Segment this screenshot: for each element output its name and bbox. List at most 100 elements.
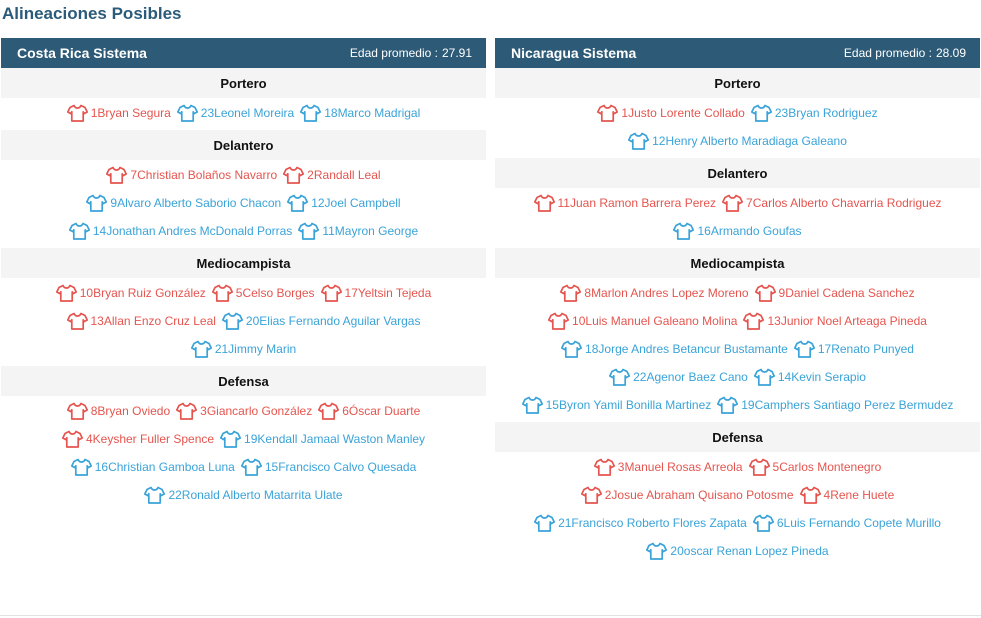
player-link[interactable]: 23 Leonel Moreira	[176, 104, 294, 122]
player-link[interactable]: 8 Bryan Oviedo	[66, 402, 171, 420]
player-link[interactable]: 21 Jimmy Marin	[190, 340, 297, 358]
player-name: Christian Gamboa Luna	[108, 460, 235, 474]
shirt-icon	[593, 458, 615, 476]
player-name: Bryan Oviedo	[97, 404, 171, 418]
player-link[interactable]: 9 Alvaro Alberto Saborio Chacon	[86, 194, 281, 212]
player-link[interactable]: 14 Kevin Serapio	[753, 368, 866, 386]
player-name: Carlos Alberto Chavarria Rodriguez	[752, 196, 942, 210]
shirt-icon	[66, 312, 88, 330]
player-link[interactable]: 21 Francisco Roberto Flores Zapata	[534, 514, 747, 532]
player-row: 1 Justo Lorente Collado 23 Bryan Rodrigue…	[499, 99, 976, 127]
player-link[interactable]: 13 Allan Enzo Cruz Leal	[66, 312, 216, 330]
player-row: 14 Jonathan Andres McDonald Porras 11 May…	[5, 217, 482, 245]
player-link[interactable]: 8 Marlon Andres Lopez Moreno	[560, 284, 749, 302]
player-link[interactable]: 6 Luis Fernando Copete Murillo	[752, 514, 941, 532]
player-number: 10	[572, 314, 586, 328]
player-link[interactable]: 7 Carlos Alberto Chavarria Rodriguez	[722, 194, 942, 212]
player-number: 4	[823, 488, 831, 502]
player-link[interactable]: 3 Giancarlo González	[176, 402, 312, 420]
player-link[interactable]: 17 Yeltsin Tejeda	[320, 284, 431, 302]
player-name: Jimmy Marin	[228, 342, 297, 356]
player-link[interactable]: 10 Luis Manuel Galeano Molina	[548, 312, 737, 330]
shirt-icon	[68, 222, 90, 240]
player-link[interactable]: 1 Bryan Segura	[66, 104, 171, 122]
shirt-icon	[673, 222, 695, 240]
player-number: 11	[322, 224, 335, 238]
player-link[interactable]: 11 Mayron George	[298, 222, 418, 240]
player-link[interactable]: 15 Byron Yamil Bonilla Martinez	[521, 396, 711, 414]
shirt-icon	[144, 486, 166, 504]
player-row: 1 Bryan Segura 23 Leonel Moreira 18 Marco …	[5, 99, 482, 127]
player-link[interactable]: 12 Joel Campbell	[287, 194, 401, 212]
player-number: 22	[168, 488, 182, 502]
player-link[interactable]: 9 Daniel Cadena Sanchez	[754, 284, 915, 302]
team-header: Costa Rica Sistema Edad promedio :27.91	[1, 38, 486, 68]
player-link[interactable]: 11 Juan Ramon Barrera Perez	[533, 194, 716, 212]
player-link[interactable]: 4 Rene Huete	[799, 486, 894, 504]
player-row: 12 Henry Alberto Maradiaga Galeano	[499, 127, 976, 155]
players-block: 1 Justo Lorente Collado 23 Bryan Rodrigue…	[495, 98, 980, 158]
player-link[interactable]: 22 Agenor Baez Cano	[609, 368, 748, 386]
players-block: 1 Bryan Segura 23 Leonel Moreira 18 Marco …	[1, 98, 486, 130]
player-link[interactable]: 2 Randall Leal	[283, 166, 381, 184]
player-name: Bryan Rodriguez	[788, 106, 878, 120]
player-link[interactable]: 18 Marco Madrigal	[300, 104, 420, 122]
player-link[interactable]: 19 Kendall Jamaal Waston Manley	[220, 430, 425, 448]
player-link[interactable]: 20 Elias Fernando Aguilar Vargas	[221, 312, 420, 330]
player-link[interactable]: 1 Justo Lorente Collado	[597, 104, 745, 122]
team-header: Nicaragua Sistema Edad promedio :28.09	[495, 38, 980, 68]
shirt-icon	[521, 396, 543, 414]
player-link[interactable]: 5 Celso Borges	[211, 284, 315, 302]
player-row: 16 Armando Goufas	[499, 217, 976, 245]
player-link[interactable]: 5 Carlos Montenegro	[748, 458, 881, 476]
shirt-icon	[106, 166, 128, 184]
player-number: 16	[697, 224, 711, 238]
player-name: Marco Madrigal	[337, 106, 421, 120]
shirt-icon	[752, 514, 774, 532]
player-link[interactable]: 13 Junior Noel Arteaga Pineda	[743, 312, 927, 330]
player-link[interactable]: 16 Armando Goufas	[673, 222, 802, 240]
player-link[interactable]: 16 Christian Gamboa Luna	[70, 458, 235, 476]
player-number: 5	[235, 286, 243, 300]
player-number: 1	[621, 106, 629, 120]
average-age: Edad promedio :28.09	[844, 46, 966, 60]
player-row: 8 Bryan Oviedo 3 Giancarlo González 6 Ósca…	[5, 397, 482, 425]
player-number: 12	[652, 134, 666, 148]
player-number: 19	[244, 432, 258, 446]
player-name: Justo Lorente Collado	[628, 106, 745, 120]
player-link[interactable]: 19 Camphers Santiago Perez Bermudez	[717, 396, 953, 414]
player-name: Allan Enzo Cruz Leal	[103, 314, 216, 328]
player-link[interactable]: 20 oscar Renan Lopez Pineda	[646, 542, 829, 560]
players-block: 11 Juan Ramon Barrera Perez 7 Carlos Albe…	[495, 188, 980, 248]
player-link[interactable]: 3 Manuel Rosas Arreola	[593, 458, 743, 476]
player-number: 1	[90, 106, 98, 120]
shirt-icon	[66, 104, 88, 122]
player-link[interactable]: 2 Josue Abraham Quisano Potosme	[580, 486, 794, 504]
player-link[interactable]: 18 Jorge Andres Betancur Bustamante	[561, 340, 788, 358]
average-age-value: 27.91	[441, 46, 472, 60]
player-name: Mayron George	[334, 224, 419, 238]
shirt-icon	[534, 514, 556, 532]
shirt-icon	[320, 284, 342, 302]
player-number: 3	[200, 404, 207, 418]
player-number: 17	[817, 342, 832, 356]
player-link[interactable]: 23 Bryan Rodriguez	[750, 104, 878, 122]
player-name: Junior Noel Arteaga Pineda	[780, 314, 927, 328]
player-link[interactable]: 17 Renato Punyed	[793, 340, 914, 358]
shirt-icon	[220, 430, 242, 448]
player-name: Kevin Serapio	[791, 370, 866, 384]
player-link[interactable]: 15 Francisco Calvo Quesada	[240, 458, 416, 476]
shirt-icon	[61, 430, 83, 448]
player-number: 6	[776, 516, 784, 530]
player-row: 15 Byron Yamil Bonilla Martinez 19 Camphe…	[499, 391, 976, 419]
players-block: 7 Christian Bolaños Navarro 2 Randall Lea…	[1, 160, 486, 248]
player-link[interactable]: 14 Jonathan Andres McDonald Porras	[68, 222, 292, 240]
player-link[interactable]: 12 Henry Alberto Maradiaga Galeano	[628, 132, 847, 150]
player-link[interactable]: 6 Óscar Duarte	[318, 402, 420, 420]
player-number: 13	[90, 314, 104, 328]
shirt-icon	[609, 368, 631, 386]
player-link[interactable]: 4 Keysher Fuller Spence	[61, 430, 214, 448]
player-link[interactable]: 7 Christian Bolaños Navarro	[106, 166, 277, 184]
player-link[interactable]: 10 Bryan Ruiz González	[55, 284, 206, 302]
player-link[interactable]: 22 Ronald Alberto Matarrita Ulate	[144, 486, 343, 504]
